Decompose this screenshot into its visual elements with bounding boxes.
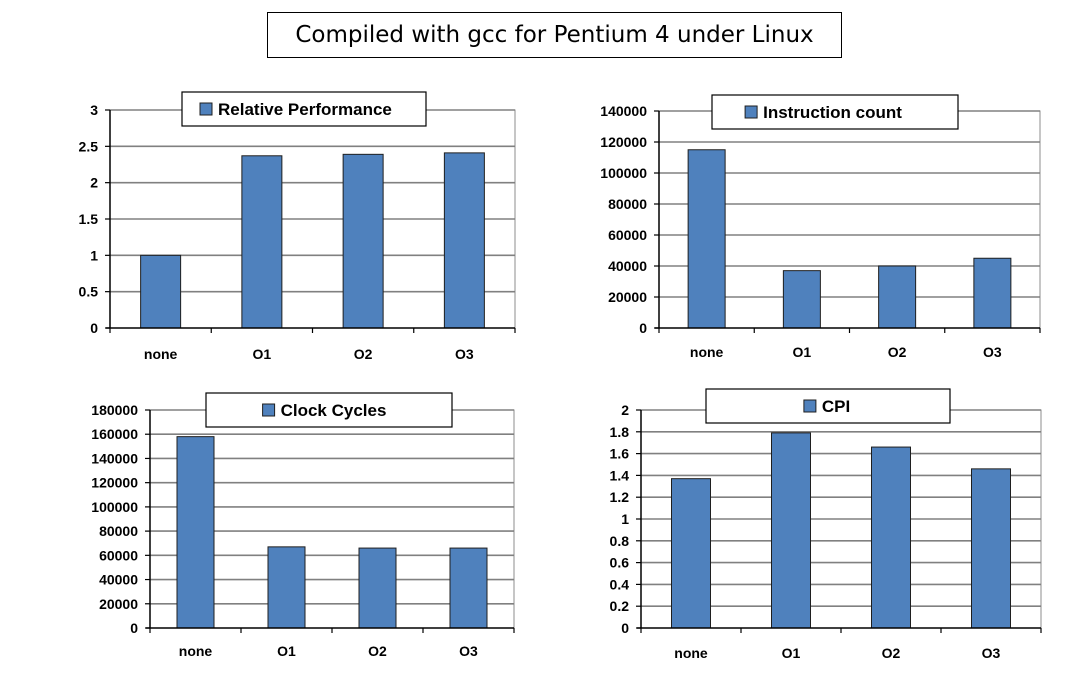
- x-tick-label-o2: O2: [882, 645, 901, 661]
- y-tick-label: 180000: [91, 402, 138, 418]
- page-title: Compiled with gcc for Pentium 4 under Li…: [267, 12, 842, 58]
- y-tick-label: 1: [621, 511, 629, 527]
- x-tick-label-o3: O3: [459, 643, 478, 659]
- y-tick-label: 0: [621, 620, 629, 636]
- instruction-count-bar-none: [687, 149, 726, 329]
- x-tick-label-o1: O1: [793, 344, 812, 360]
- y-tick-label: 140000: [91, 450, 138, 466]
- y-tick-label: 40000: [608, 258, 647, 274]
- x-tick-label-o1: O1: [277, 643, 296, 659]
- legend-label: Relative Performance: [218, 100, 392, 119]
- y-tick-label: 140000: [600, 103, 647, 119]
- y-tick-label: 3: [90, 102, 98, 118]
- y-tick-label: 0: [90, 320, 98, 336]
- y-tick-label: 2.5: [79, 138, 99, 154]
- y-tick-label: 100000: [600, 165, 647, 181]
- y-tick-label: 1.2: [610, 489, 630, 505]
- x-tick-label-o2: O2: [888, 344, 907, 360]
- legend-swatch: [199, 102, 213, 116]
- legend-swatch: [803, 399, 817, 413]
- y-tick-label: 1: [90, 247, 98, 263]
- x-tick-label-o1: O1: [782, 645, 801, 661]
- instruction-count-bar-o3: [973, 257, 1012, 329]
- y-tick-label: 0.8: [610, 533, 630, 549]
- y-tick-label: 60000: [99, 547, 138, 563]
- y-tick-label: 1.8: [610, 424, 630, 440]
- y-tick-label: 160000: [91, 426, 138, 442]
- y-tick-label: 40000: [99, 572, 138, 588]
- y-tick-label: 80000: [608, 196, 647, 212]
- x-tick-label-o1: O1: [253, 346, 272, 362]
- y-tick-label: 20000: [99, 596, 138, 612]
- x-tick-label-none: none: [690, 344, 724, 360]
- legend-label: CPI: [822, 397, 850, 416]
- clock-cycles-bar-o3: [449, 547, 488, 629]
- clock-cycles-bar-o1: [267, 546, 306, 629]
- relative-performance-bar-o3: [443, 152, 485, 329]
- relative-performance-legend: Relative Performance: [181, 91, 427, 127]
- y-tick-label: 60000: [608, 227, 647, 243]
- x-tick-label-none: none: [179, 643, 213, 659]
- y-tick-label: 20000: [608, 289, 647, 305]
- y-tick-label: 2: [90, 175, 98, 191]
- y-tick-label: 0.5: [79, 284, 99, 300]
- y-tick-label: 0.4: [610, 576, 630, 592]
- y-tick-label: 80000: [99, 523, 138, 539]
- x-tick-label-none: none: [674, 645, 708, 661]
- legend-swatch: [744, 105, 758, 119]
- y-tick-label: 1.6: [610, 446, 630, 462]
- x-tick-label-o2: O2: [368, 643, 387, 659]
- y-tick-label: 120000: [91, 475, 138, 491]
- instruction-count-bar-o2: [878, 265, 917, 329]
- legend-label: Clock Cycles: [281, 401, 387, 420]
- y-tick-label: 0.2: [610, 598, 630, 614]
- cpi-legend: CPI: [705, 388, 951, 424]
- y-tick-label: 100000: [91, 499, 138, 515]
- x-tick-label-o3: O3: [983, 344, 1002, 360]
- clock-cycles-legend: Clock Cycles: [205, 392, 453, 428]
- cpi-bar-o3: [971, 468, 1011, 629]
- x-tick-label-o3: O3: [455, 346, 474, 362]
- y-tick-label: 0.6: [610, 555, 630, 571]
- legend-swatch: [262, 403, 276, 417]
- y-tick-label: 0: [639, 320, 647, 336]
- x-tick-label-o3: O3: [982, 645, 1001, 661]
- x-tick-label-none: none: [144, 346, 178, 362]
- legend-box: [205, 392, 453, 428]
- y-tick-label: 120000: [600, 134, 647, 150]
- instruction-count-legend: Instruction count: [711, 94, 959, 130]
- legend-box: [181, 91, 427, 127]
- cpi-bar-o1: [771, 432, 811, 629]
- cpi-bar-o2: [871, 446, 911, 629]
- y-tick-label: 1.5: [79, 211, 99, 227]
- cpi-bar-none: [671, 478, 711, 629]
- instruction-count-bar-o1: [782, 270, 821, 329]
- legend-label: Instruction count: [763, 103, 902, 122]
- y-tick-label: 2: [621, 402, 629, 418]
- y-tick-label: 1.4: [610, 467, 630, 483]
- y-tick-label: 0: [130, 620, 138, 636]
- legend-box: [705, 388, 951, 424]
- x-tick-label-o2: O2: [354, 346, 373, 362]
